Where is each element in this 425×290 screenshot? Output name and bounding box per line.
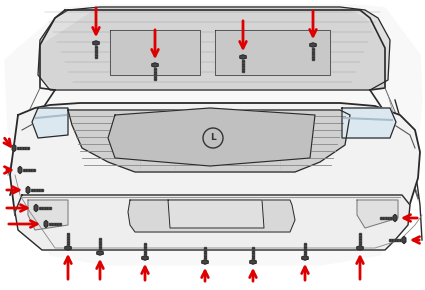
Polygon shape — [342, 108, 396, 138]
Polygon shape — [242, 60, 244, 72]
Polygon shape — [359, 233, 361, 245]
Polygon shape — [97, 251, 103, 255]
Polygon shape — [142, 256, 148, 260]
Polygon shape — [17, 147, 29, 149]
Polygon shape — [68, 110, 350, 172]
Polygon shape — [357, 200, 398, 228]
Polygon shape — [12, 144, 16, 152]
Polygon shape — [15, 195, 410, 250]
Polygon shape — [357, 246, 363, 250]
Polygon shape — [34, 204, 38, 212]
Polygon shape — [99, 238, 101, 250]
Polygon shape — [108, 108, 315, 166]
Polygon shape — [18, 166, 22, 174]
Polygon shape — [240, 55, 246, 59]
Polygon shape — [215, 30, 330, 75]
Polygon shape — [202, 260, 208, 264]
Polygon shape — [39, 207, 51, 209]
Polygon shape — [252, 247, 254, 259]
Polygon shape — [302, 256, 308, 260]
Polygon shape — [168, 200, 264, 228]
Polygon shape — [67, 233, 69, 245]
Polygon shape — [250, 260, 256, 264]
Polygon shape — [402, 236, 406, 244]
Polygon shape — [65, 246, 71, 250]
Polygon shape — [44, 220, 48, 228]
Polygon shape — [32, 108, 68, 138]
Polygon shape — [304, 243, 306, 255]
Polygon shape — [310, 43, 316, 47]
Polygon shape — [31, 189, 43, 191]
Polygon shape — [26, 186, 30, 194]
Polygon shape — [128, 200, 295, 232]
Polygon shape — [152, 63, 158, 67]
Polygon shape — [380, 217, 392, 219]
Polygon shape — [154, 68, 156, 80]
Text: L: L — [210, 133, 216, 142]
Polygon shape — [49, 223, 61, 225]
Polygon shape — [95, 46, 97, 58]
Polygon shape — [110, 30, 200, 75]
Polygon shape — [38, 7, 390, 90]
Polygon shape — [312, 48, 314, 60]
Polygon shape — [23, 169, 35, 171]
Polygon shape — [28, 200, 68, 230]
Polygon shape — [10, 103, 420, 248]
Polygon shape — [93, 41, 99, 45]
Polygon shape — [144, 243, 146, 255]
Polygon shape — [204, 247, 206, 259]
Polygon shape — [389, 239, 401, 241]
Polygon shape — [5, 5, 422, 265]
Polygon shape — [393, 214, 397, 222]
Polygon shape — [40, 7, 385, 90]
